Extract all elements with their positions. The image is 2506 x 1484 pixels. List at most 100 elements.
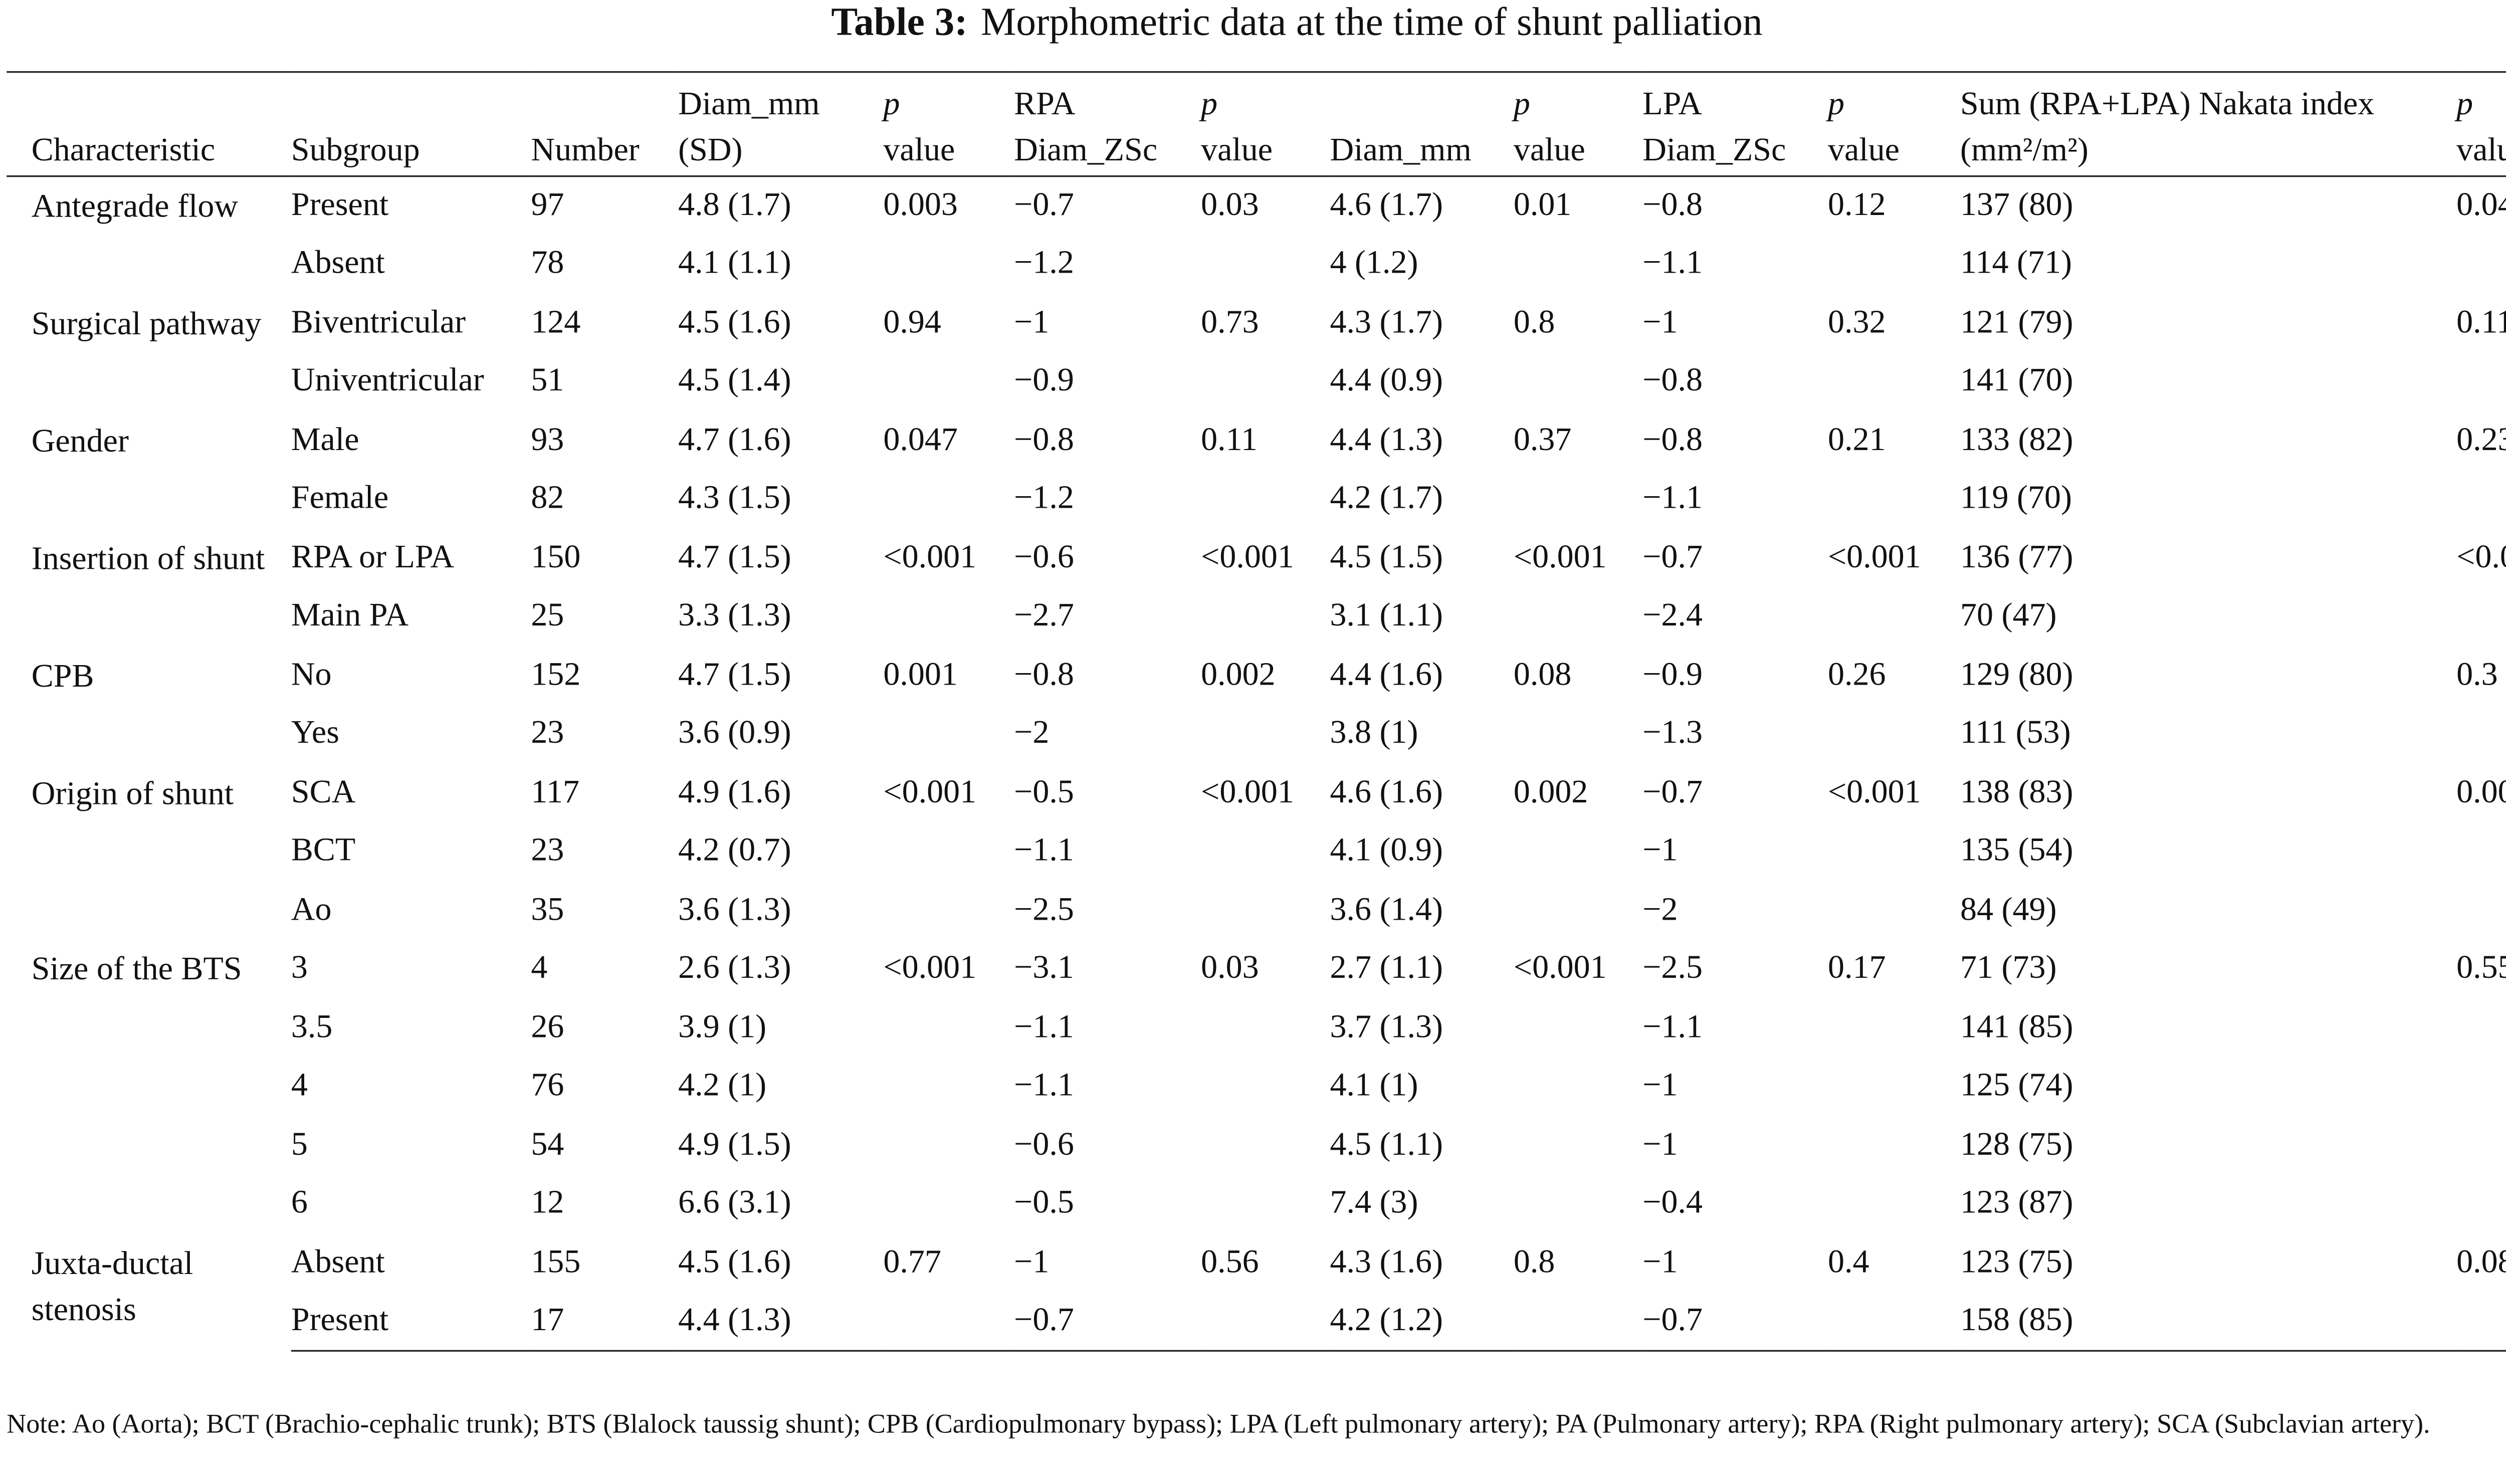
table-cell: −1.1 (1642, 245, 1703, 282)
table-cell: 4.5 (1.1) (1330, 1126, 1443, 1162)
table-cell: 0.12 (1827, 187, 1886, 224)
characteristic-cell: Juxta-ductal stenosis (31, 1245, 193, 1328)
table-cell: 25 (531, 597, 564, 634)
table-cell: 4 (531, 949, 548, 986)
table-cell: 23 (531, 832, 564, 869)
header-line: RPA (1014, 86, 1076, 123)
table-cell: 0.73 (1201, 303, 1259, 340)
table-row: 5 54 4.9 (1.5) −0.6 4.5 (1.1) −1 128 (75) (7, 1116, 2506, 1175)
table-cell: 0.003 (883, 187, 958, 224)
table-cell: Absent (291, 1243, 385, 1280)
table-cell: 0.77 (883, 1243, 941, 1280)
header-line: value (1827, 132, 1900, 169)
table-cell (1201, 470, 1330, 528)
table-cell: 54 (531, 1126, 564, 1162)
table-cell: −1 (1014, 303, 1050, 340)
table-cell: −0.8 (1014, 656, 1074, 693)
table-cell (883, 1292, 1014, 1352)
table-cell: 78 (531, 245, 564, 282)
table-cell: 0.01 (1513, 187, 1572, 224)
header-line: p (1827, 86, 1844, 123)
header-line: (SD) (678, 132, 743, 169)
header-cell: p value (1513, 71, 1643, 177)
table-cell: 0.23 (2456, 421, 2506, 458)
table-cell: −2 (1014, 715, 1050, 751)
table-cell: 51 (531, 362, 564, 399)
table-cell (1514, 822, 1642, 881)
table-cell: 6.6 (3.1) (678, 1184, 791, 1221)
table-cell (1201, 1116, 1330, 1175)
header-cell: Sum (RPA+LPA) Nakata index (mm²/m²) (1960, 71, 2457, 177)
table-cell (1201, 881, 1330, 940)
table-cell: 4.1 (1) (1330, 1067, 1418, 1104)
table-cell: 3.8 (1) (1330, 715, 1418, 751)
table-cell: 3.1 (1.1) (1330, 597, 1443, 634)
table-cell (1201, 235, 1330, 294)
table-cell: 0.8 (1513, 303, 1555, 340)
table-cell: −1 (1642, 1126, 1678, 1162)
table-cell: 152 (531, 656, 581, 693)
table-cell (2456, 705, 2506, 763)
table-cell: 123 (75) (1960, 1243, 2073, 1280)
characteristic-cell: Antegrade flow (31, 188, 239, 225)
table-cell (1828, 998, 1960, 1057)
table-cell: −0.5 (1014, 773, 1074, 810)
table-cell (2456, 235, 2506, 294)
header-line: value (1513, 132, 1585, 169)
table-cell: 4.2 (0.7) (678, 832, 791, 869)
table-cell: <0.001 (883, 949, 977, 986)
header-line: Diam_mm (678, 86, 820, 123)
header-line: Subgroup (291, 132, 420, 169)
table-cell: 4.5 (1.5) (1330, 538, 1443, 575)
table-cell: −1 (1642, 1067, 1678, 1104)
table-cell (2456, 587, 2506, 646)
table-cell: 0.37 (1513, 421, 1572, 458)
table-cell: −1.2 (1014, 245, 1074, 282)
table-cell: 0.32 (1827, 303, 1886, 340)
table-cell: 158 (85) (1960, 1292, 2457, 1352)
table-cell: 3.5 (291, 1008, 333, 1045)
header-cell: Diam_mm (SD) (678, 71, 884, 177)
table-row: Main PA 25 3.3 (1.3) −2.7 3.1 (1.1) −2.4 70 (4… (7, 587, 2506, 646)
table-cell: 6 (291, 1184, 308, 1221)
table-cell: <0.001 (1827, 773, 1921, 810)
table-cell: 119 (70) (1960, 480, 2072, 516)
table-cell (883, 998, 1014, 1057)
table-row: Present 17 4.4 (1.3) −0.7 4.2 (1.2) −0.7 158 (… (7, 1292, 2506, 1352)
table-cell: 135 (54) (1960, 832, 2073, 869)
table-cell: −0.7 (1014, 1292, 1201, 1352)
table-cell: <0.001 (883, 538, 977, 575)
table-cell: <0.001 (1201, 773, 1294, 810)
table-cell: 0.002 (1513, 773, 1588, 810)
table-cell: 0.001 (883, 656, 958, 693)
table-cell: 111 (53) (1960, 715, 2071, 751)
table-cell (1201, 1175, 1330, 1233)
table-row: Ao 35 3.6 (1.3) −2.5 3.6 (1.4) −2 84 (49) (7, 881, 2506, 940)
table-cell: 4.9 (1.6) (678, 773, 791, 810)
table-cell: 93 (531, 421, 564, 458)
table-cell: 4.2 (1.2) (1330, 1292, 1514, 1352)
table-cell: −2.4 (1642, 597, 1703, 634)
table-cell: 35 (531, 891, 564, 928)
table-cell: 26 (531, 1008, 564, 1045)
table-cell (2456, 1057, 2506, 1116)
table-cell: 4.7 (1.5) (678, 538, 791, 575)
table-cell: 117 (531, 773, 580, 810)
table-cell (883, 822, 1014, 881)
table-row: Univentricular 51 4.5 (1.4) −0.9 4.4 (0.9) −0… (7, 352, 2506, 411)
header-cell: p value (883, 71, 1014, 177)
table-row: 6 12 6.6 (3.1) −0.5 7.4 (3) −0.4 123 (87) (7, 1175, 2506, 1233)
table-cell (2456, 470, 2506, 528)
table-cell: <0.001 (1513, 949, 1607, 986)
table: Characteristic Subgroup Number Diam_mm (SD) p… (7, 71, 2506, 1352)
characteristic-cell: Gender (31, 422, 129, 460)
table-cell: −1 (1014, 1243, 1050, 1280)
table-row: Female 82 4.3 (1.5) −1.2 4.2 (1.7) −1.1 119 (7… (7, 470, 2506, 528)
table-cell: 0.001 (2456, 773, 2506, 810)
table-cell (1828, 881, 1960, 940)
header-cell: LPA Diam_ZSc (1642, 71, 1828, 177)
table-row: 3.5 26 3.9 (1) −1.1 3.7 (1.3) −1.1 141 (85) (7, 998, 2506, 1057)
table-cell: 4.5 (1.6) (678, 303, 791, 340)
table-cell: 17 (531, 1292, 679, 1352)
table-row: Antegrade flow Present 97 4.8 (1.7) 0.003 −0.… (7, 176, 2506, 235)
